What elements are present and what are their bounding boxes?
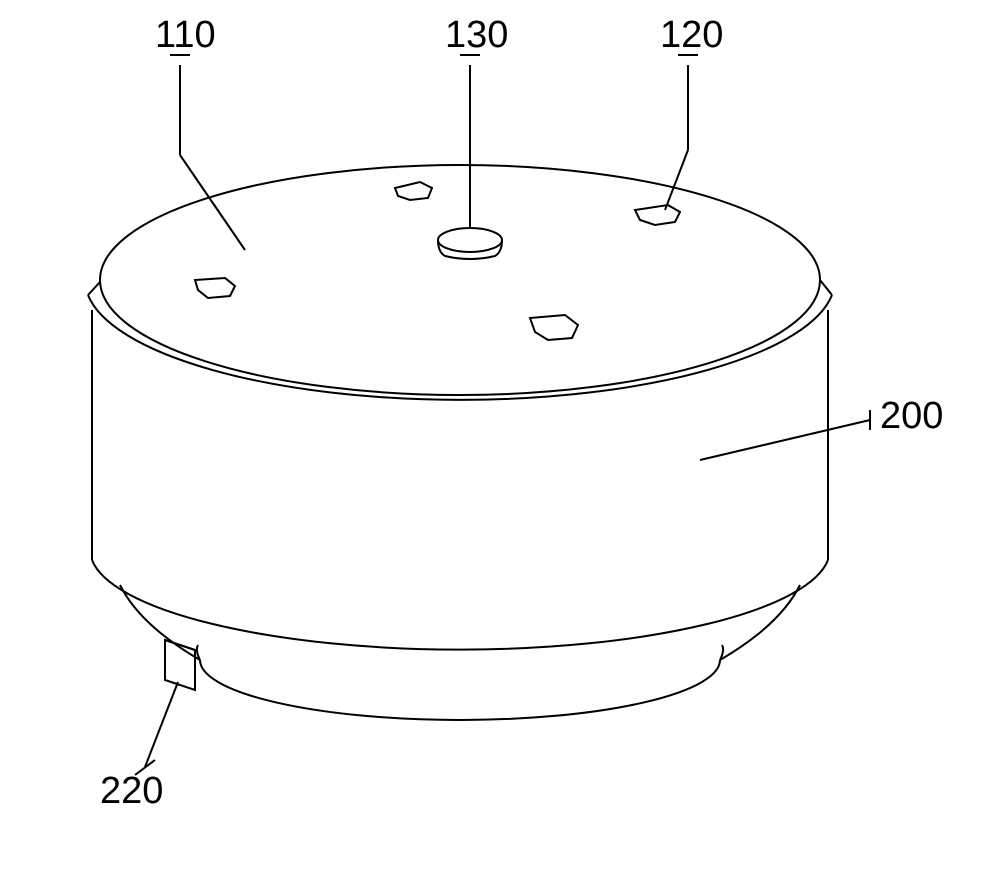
slot-3	[530, 315, 578, 340]
diagram-svg	[0, 0, 1000, 880]
base-bottom-arc	[200, 660, 720, 720]
leader-220	[145, 682, 178, 767]
body-bottom-rim	[92, 560, 828, 650]
center-hole-top	[438, 228, 502, 252]
label-120: 120	[660, 14, 723, 57]
leader-110-angle	[180, 155, 245, 250]
label-110: 110	[155, 14, 216, 57]
slot-2	[635, 205, 680, 225]
lid-rim-front	[88, 295, 832, 400]
label-200: 200	[880, 395, 943, 438]
slot-1	[395, 182, 432, 200]
slot-4	[195, 278, 235, 298]
label-130: 130	[445, 14, 508, 57]
leader-200	[700, 420, 870, 460]
label-220: 220	[100, 770, 163, 813]
diagram-container: 110 130 120 200 220	[0, 0, 1000, 880]
leader-120-angle	[665, 150, 688, 210]
lid-edge-left	[88, 282, 100, 295]
lid-edge-right	[820, 280, 832, 295]
